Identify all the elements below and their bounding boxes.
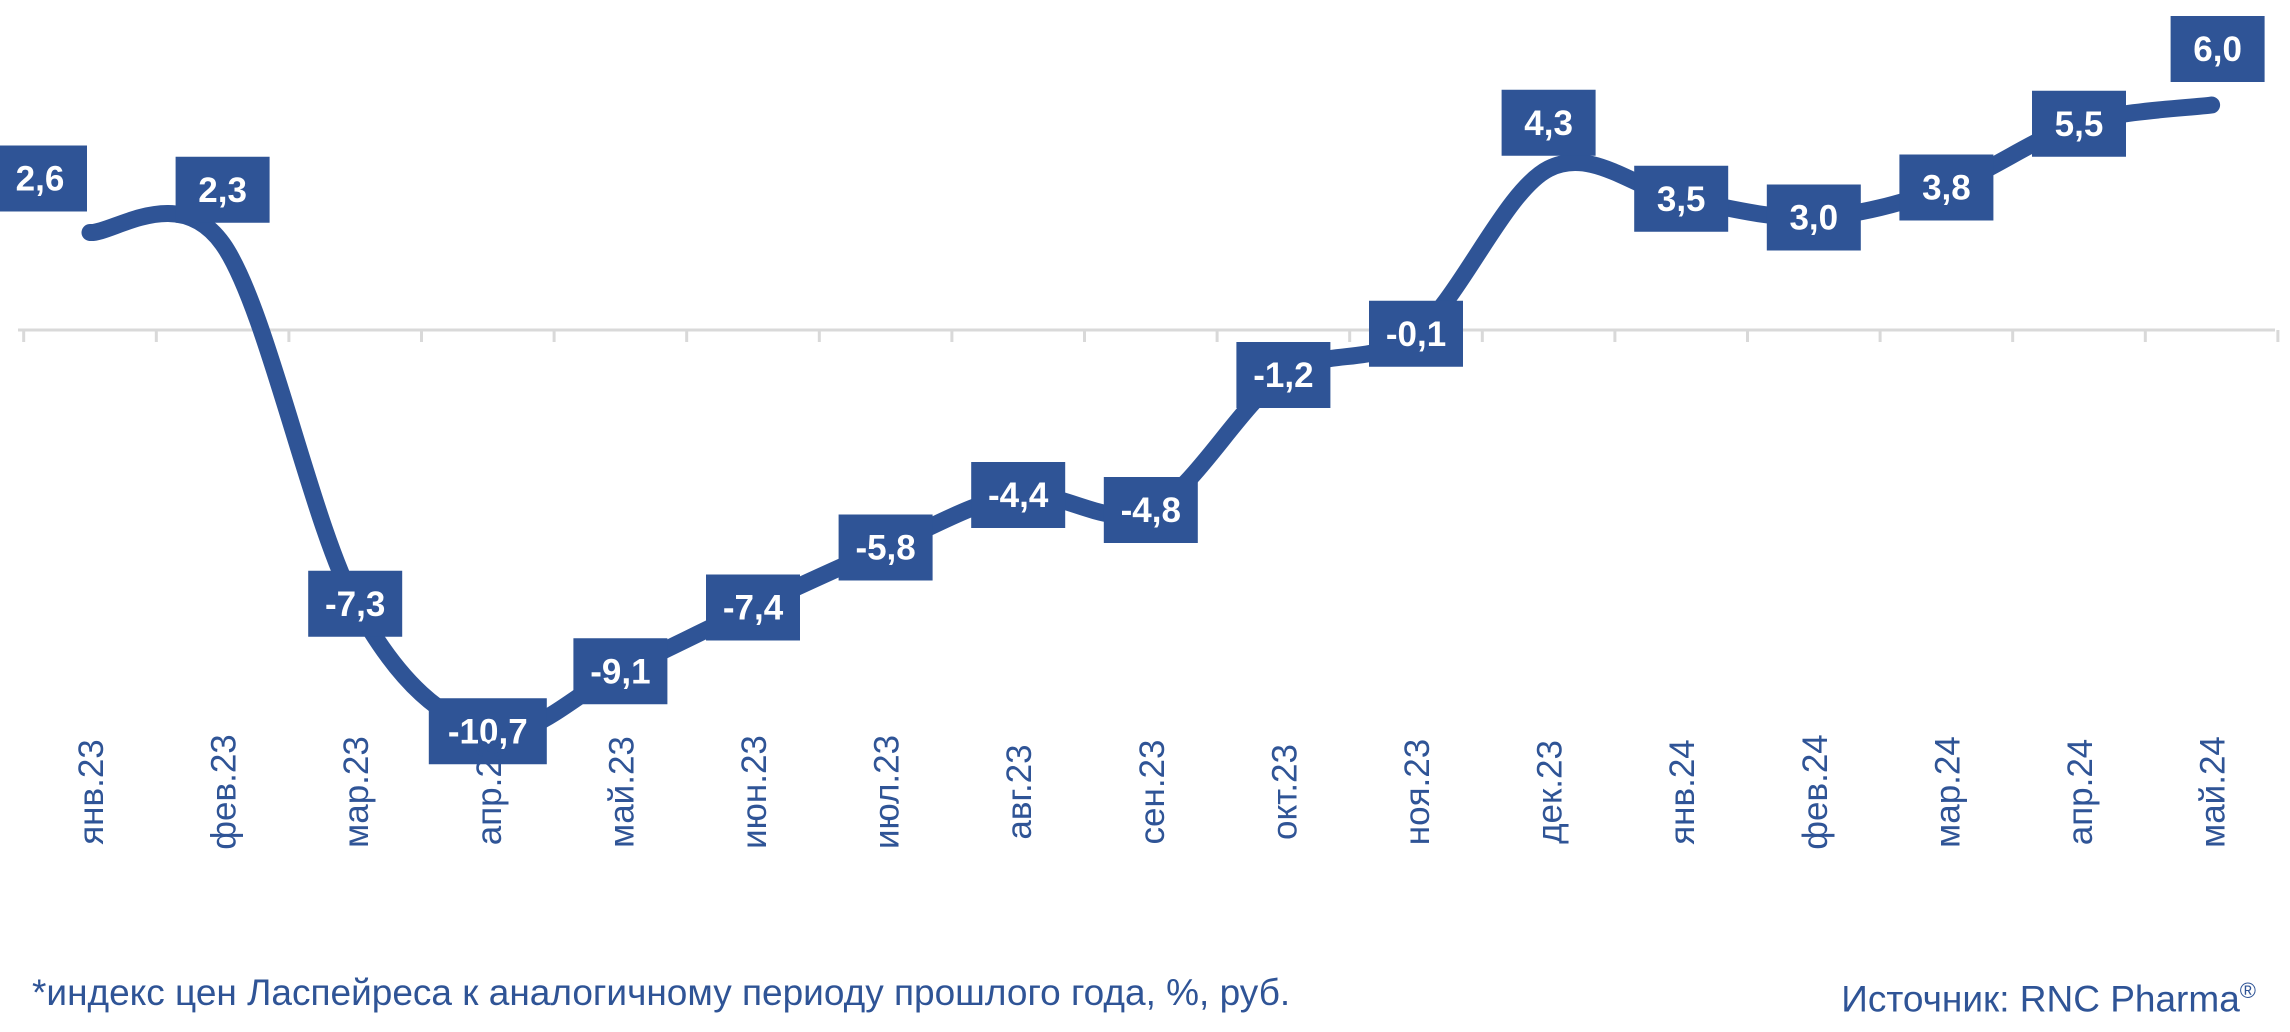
- data-label-box: [971, 462, 1066, 528]
- x-tick-label: май.24: [2194, 736, 2233, 848]
- x-tick-label: май.23: [602, 736, 641, 848]
- data-label: 3,8: [1899, 154, 1994, 221]
- x-tick-label: фев.24: [1796, 734, 1835, 850]
- data-label-box: [1103, 477, 1198, 543]
- data-label: 2,6: [0, 145, 87, 212]
- source-credit: Источник: RNC Pharma®: [1841, 978, 2256, 1020]
- data-label: -4,8: [1103, 477, 1198, 543]
- data-label-text: -0,1: [1386, 315, 1446, 354]
- data-label-box: [2170, 16, 2265, 82]
- data-label-box: [428, 698, 547, 765]
- data-label-text: -7,3: [325, 585, 385, 624]
- data-label-text: 3,0: [1789, 199, 1838, 238]
- data-label: -4,4: [971, 462, 1066, 528]
- x-tick-label: фев.23: [205, 734, 244, 850]
- data-label-text: 3,5: [1657, 180, 1706, 219]
- series-line: [81, 96, 2221, 742]
- x-tick-label: дек.23: [1531, 740, 1570, 844]
- data-label-box: [1236, 342, 1331, 408]
- data-label: -10,7: [428, 698, 547, 765]
- data-label: 2,3: [175, 156, 270, 223]
- x-tick-label: окт.23: [1265, 744, 1304, 840]
- data-label-box: [1369, 300, 1463, 367]
- data-label: 6,0: [2170, 16, 2265, 82]
- x-tick-label: авг.23: [1000, 744, 1039, 839]
- data-label-box: [1634, 165, 1729, 232]
- x-tick-label: июн.23: [735, 735, 774, 849]
- data-label-text: 4,3: [1524, 104, 1573, 143]
- data-label: -7,4: [706, 574, 800, 641]
- data-label-text: -1,2: [1253, 356, 1313, 395]
- data-label-text: -4,4: [988, 476, 1049, 515]
- data-label-box: [1766, 184, 1861, 251]
- data-label-text: -10,7: [448, 712, 528, 751]
- data-label: -1,2: [1236, 342, 1331, 408]
- registered-mark: ®: [2239, 978, 2256, 1003]
- data-label-box: [1501, 89, 1596, 156]
- data-label-box: [1899, 154, 1994, 221]
- data-label: 5,5: [2032, 90, 2126, 157]
- data-label-box: [0, 145, 87, 212]
- x-tick-label: мар.23: [337, 736, 376, 848]
- data-label-text: -7,4: [723, 589, 784, 628]
- data-label-text: 2,6: [16, 160, 65, 199]
- data-label-box: [175, 156, 270, 223]
- data-label-box: [2032, 90, 2126, 157]
- data-label-text: 2,3: [198, 171, 247, 210]
- x-tick-label: мар.24: [1928, 736, 1967, 848]
- data-label-text: 5,5: [2055, 105, 2104, 144]
- data-label-text: 6,0: [2193, 30, 2242, 69]
- data-label-text: 3,8: [1922, 169, 1971, 208]
- x-tick-label: апр.23: [470, 739, 509, 846]
- x-tick-label: сен.23: [1133, 740, 1172, 845]
- data-label-text: -9,1: [590, 652, 650, 691]
- data-label-box: [706, 574, 800, 641]
- data-label-box: [573, 638, 668, 705]
- data-label: 3,5: [1634, 165, 1729, 232]
- data-label-box: [308, 570, 403, 637]
- data-label: -9,1: [573, 638, 668, 705]
- x-tick-label: июл.23: [868, 735, 907, 849]
- data-label: 4,3: [1501, 89, 1596, 156]
- x-tick-label: янв.23: [72, 739, 111, 845]
- footnote: *индекс цен Ласпейреса к аналогичному пе…: [32, 972, 1291, 1013]
- data-label-text: -5,8: [855, 529, 915, 568]
- source-label: Источник: RNC Pharma: [1841, 978, 2240, 1020]
- data-label: 3,0: [1766, 184, 1861, 251]
- data-label-box: [838, 514, 933, 581]
- x-tick-label: янв.24: [1663, 739, 1702, 845]
- data-label: -0,1: [1369, 300, 1463, 367]
- x-tick-label: апр.24: [2061, 739, 2100, 846]
- x-tick-label: ноя.23: [1398, 739, 1437, 845]
- data-label: -7,3: [308, 570, 403, 637]
- data-label: -5,8: [838, 514, 933, 581]
- data-label-text: -4,8: [1121, 491, 1181, 530]
